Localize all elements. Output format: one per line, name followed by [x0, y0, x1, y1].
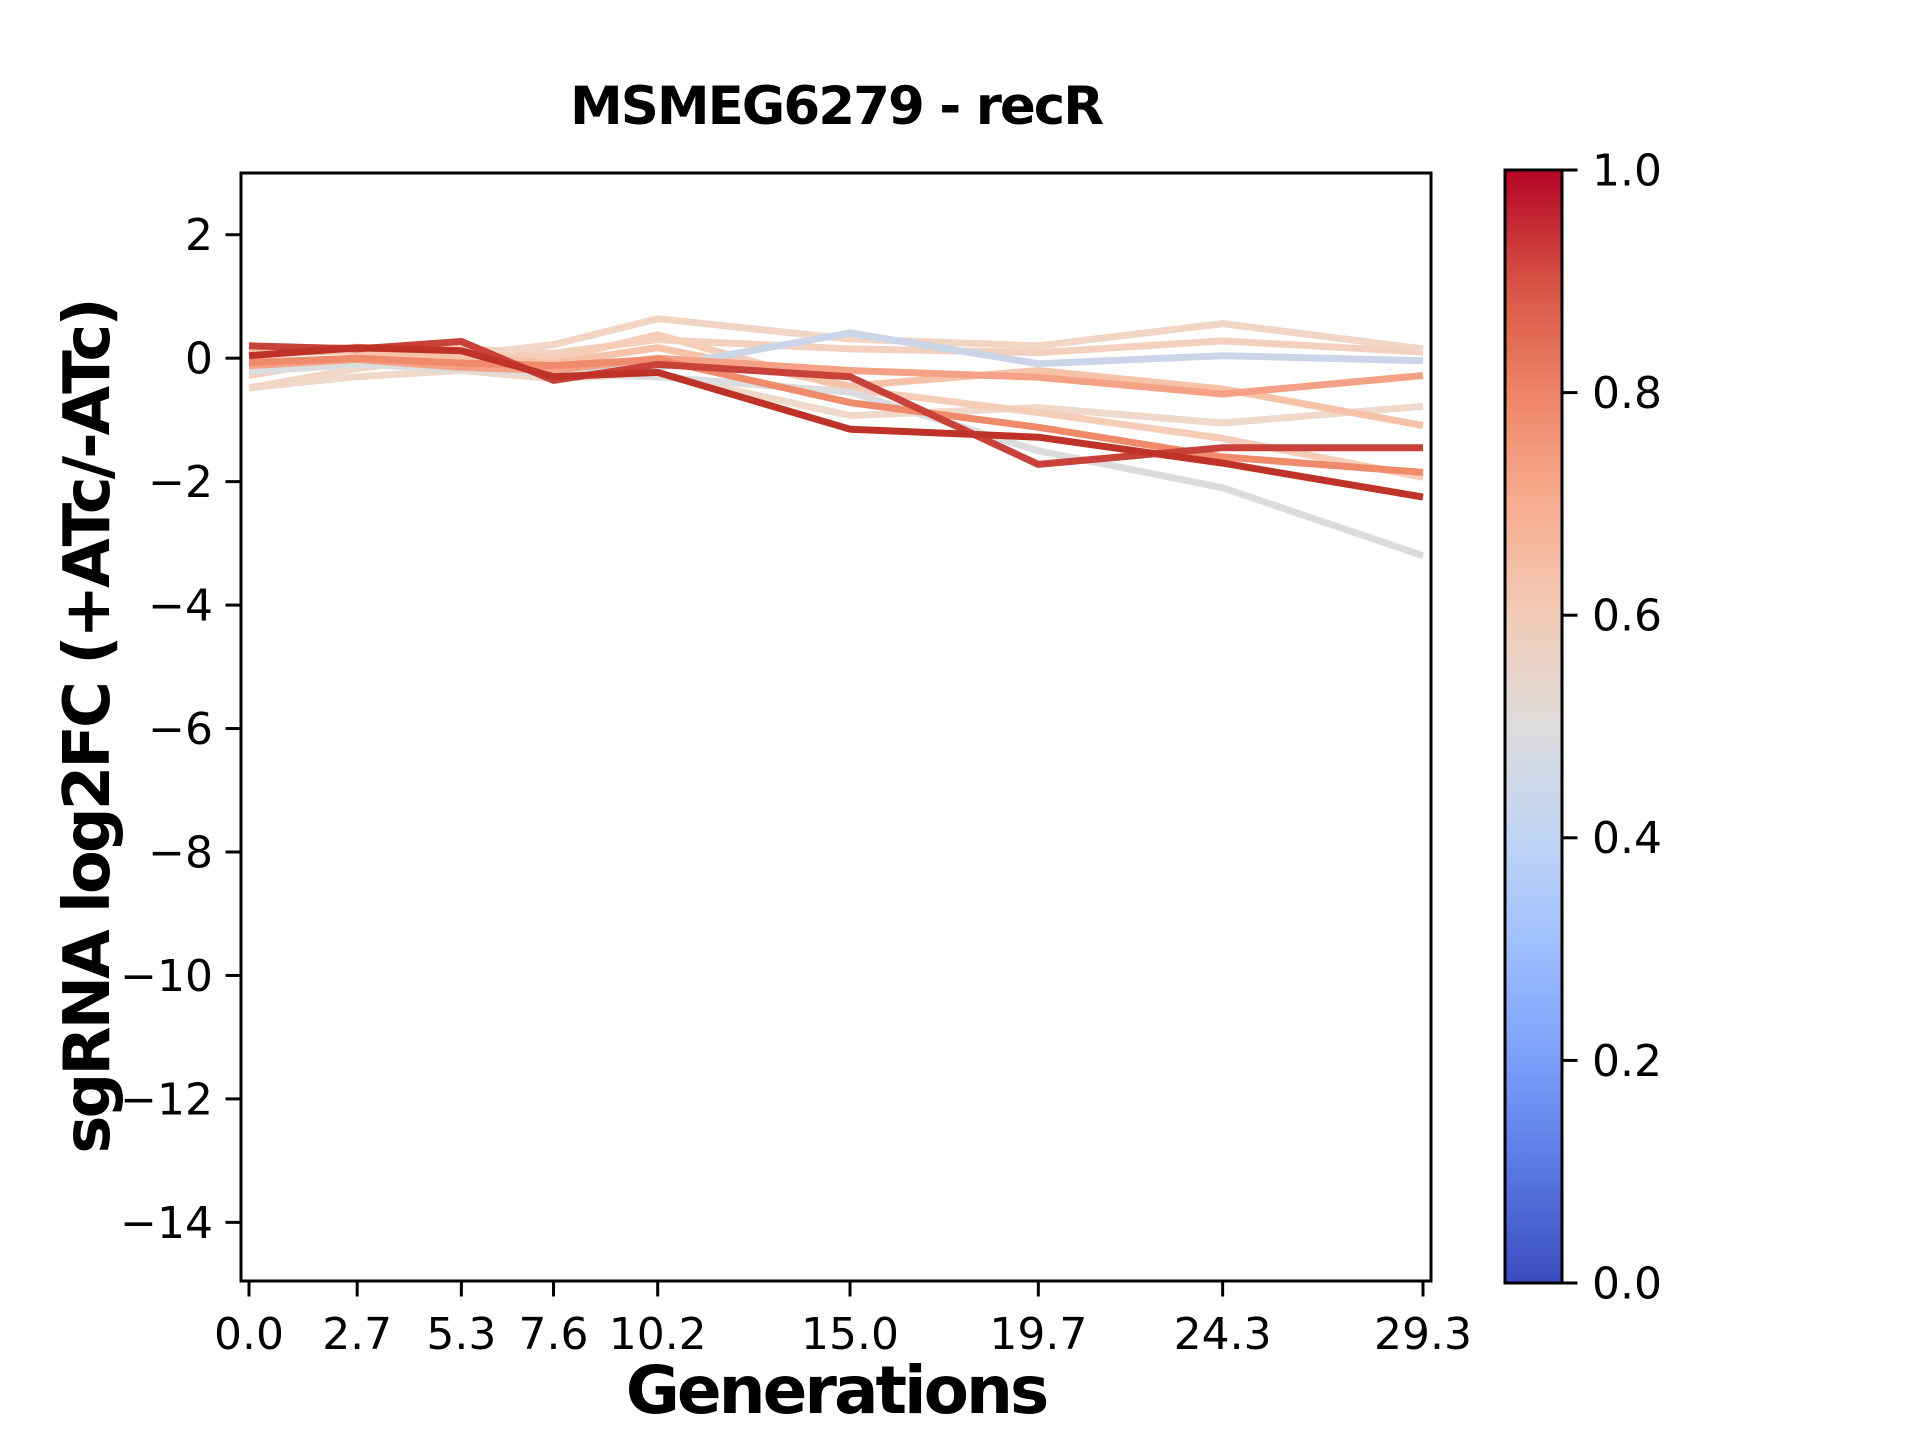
y-tick-label: −4 — [148, 580, 213, 631]
series-line-sgRNA-7 — [248, 360, 1425, 560]
x-tick-label: 0.0 — [214, 1309, 284, 1360]
x-tick-label: 10.2 — [609, 1309, 707, 1360]
y-tick-label: −14 — [120, 1198, 213, 1249]
y-tick-label: −6 — [148, 704, 213, 755]
chart-title: MSMEG6279 - recR — [569, 76, 1104, 137]
x-tick-label: 29.3 — [1374, 1309, 1472, 1360]
y-tick-label: −12 — [120, 1074, 213, 1125]
series-line-sgRNA-9 — [248, 354, 1424, 476]
colorbar-tick-label: 1.0 — [1592, 145, 1662, 196]
series-line-sgRNA-11 — [248, 344, 1424, 501]
x-tick-label: 24.3 — [1174, 1309, 1272, 1360]
x-tick-label: 5.3 — [426, 1309, 496, 1360]
x-tick-label: 7.6 — [519, 1309, 589, 1360]
x-axis-label: Generations — [625, 1352, 1050, 1429]
colorbar-gradient — [1505, 170, 1562, 1283]
y-axis-label: sgRNA log2FC (+ATc/-ATc) — [51, 300, 125, 1154]
series-line-sgRNA-5 — [248, 344, 1424, 429]
y-tick-label: −8 — [148, 827, 213, 878]
colorbar-tick-label: 0.6 — [1592, 591, 1662, 642]
y-tick-label: 0 — [185, 334, 213, 385]
colorbar-tick-label: 0.2 — [1592, 1036, 1662, 1087]
colorbar-tick-label: 0.0 — [1592, 1258, 1662, 1309]
y-tick-label: −10 — [120, 951, 213, 1002]
y-tick-label: 2 — [185, 210, 213, 261]
x-tick-label: 2.7 — [322, 1309, 392, 1360]
colorbar-frame — [1503, 168, 1564, 1285]
colorbar-tick-label: 0.8 — [1592, 368, 1662, 419]
x-tick-label: 19.7 — [989, 1309, 1087, 1360]
y-tick-label: −2 — [148, 457, 213, 508]
axes-frame — [239, 171, 1433, 1283]
x-tick-label: 15.0 — [801, 1309, 899, 1360]
colorbar-tick-label: 0.4 — [1592, 813, 1662, 864]
